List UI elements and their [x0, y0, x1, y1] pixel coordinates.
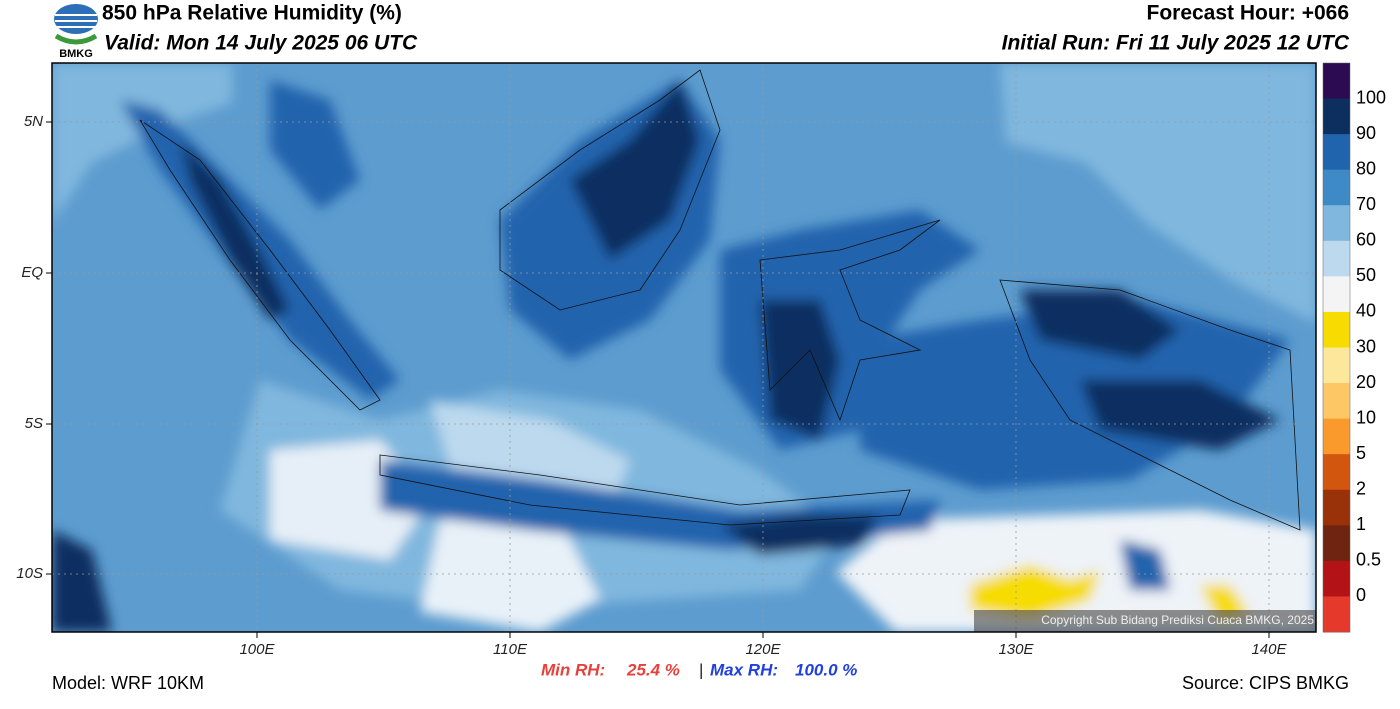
- colorbar-label: 90: [1356, 123, 1376, 143]
- colorbar-swatch: [1323, 489, 1350, 526]
- forecast-hour: Forecast Hour: +066: [1147, 2, 1350, 25]
- colorbar-frame: [1322, 62, 1351, 633]
- colorbar-label: 80: [1356, 158, 1376, 178]
- lon-label: 130E: [998, 641, 1034, 658]
- max-rh: 100.0 %: [795, 660, 857, 679]
- lon-label: 120E: [745, 641, 781, 658]
- title: 850 hPa Relative Humidity (%): [102, 2, 402, 25]
- colorbar-swatch: [1323, 418, 1350, 455]
- colorbar-label: 10: [1356, 407, 1376, 427]
- colorbar-swatch: [1323, 383, 1350, 420]
- colorbar-label: 1: [1356, 514, 1366, 534]
- colorbar-label: 70: [1356, 194, 1376, 214]
- colorbar-swatch: [1323, 63, 1350, 100]
- lon-label: 110E: [493, 641, 528, 658]
- colorbar-swatch: [1323, 311, 1350, 348]
- colorbar-label: 100: [1356, 87, 1386, 107]
- colorbar-swatch: [1323, 525, 1350, 562]
- max-rh-label: Max RH:: [710, 660, 778, 679]
- colorbar-swatch: [1323, 560, 1350, 597]
- colorbar-swatch: [1323, 205, 1350, 242]
- lat-label: 5S: [25, 415, 43, 432]
- lat-label: EQ: [21, 264, 43, 281]
- lon-label: 140E: [1251, 641, 1287, 658]
- lon-label: 100E: [239, 641, 275, 658]
- initial-run: Initial Run: Fri 11 July 2025 12 UTC: [1002, 32, 1350, 55]
- colorbar-swatch: [1323, 596, 1350, 633]
- colorbar-swatch: [1323, 347, 1350, 384]
- logo: BMKG: [54, 4, 98, 60]
- source: Source: CIPS BMKG: [1182, 673, 1349, 693]
- colorbar-swatch: [1323, 98, 1350, 135]
- colorbar-swatch: [1323, 240, 1350, 277]
- colorbar-label: 0.5: [1356, 550, 1381, 570]
- colorbar-label: 0: [1356, 585, 1366, 605]
- min-rh: 25.4 %: [626, 660, 680, 679]
- separator: |: [699, 660, 703, 679]
- logo-text: BMKG: [59, 48, 93, 60]
- graticule: [52, 63, 1316, 632]
- colorbar-label: 20: [1356, 372, 1376, 392]
- colorbar-swatch: [1323, 454, 1350, 491]
- colorbar: 100 90 80 70 60 50 40 30 20 10 5 2 1 0.5 0: [1322, 62, 1386, 633]
- colorbar-label: 30: [1356, 336, 1376, 356]
- map-field: Copyright Sub Bidang Prediksi Cuaca BMKG…: [52, 63, 1316, 632]
- model: Model: WRF 10KM: [52, 673, 204, 693]
- valid-time: Valid: Mon 14 July 2025 06 UTC: [104, 32, 418, 55]
- colorbar-swatch: [1323, 169, 1350, 206]
- min-rh-label: Min RH:: [541, 660, 605, 679]
- colorbar-label: 40: [1356, 301, 1376, 321]
- colorbar-label: 50: [1356, 265, 1376, 285]
- colorbar-swatch: [1323, 276, 1350, 313]
- colorbar-label: 60: [1356, 230, 1376, 250]
- map-frame: [51, 62, 1317, 633]
- colorbar-label: 2: [1356, 479, 1366, 499]
- copyright-box: [974, 610, 1316, 632]
- colorbar-swatch: [1323, 134, 1350, 171]
- axis-ticks: 5N EQ 5S 10S 100E 110E 120E 130E 140E: [16, 113, 1287, 658]
- coastlines: [139, 69, 1301, 531]
- colorbar-label: 5: [1356, 443, 1366, 463]
- lat-label: 5N: [24, 113, 43, 130]
- copyright: Copyright Sub Bidang Prediksi Cuaca BMKG…: [1041, 613, 1314, 627]
- lat-label: 10S: [16, 565, 43, 582]
